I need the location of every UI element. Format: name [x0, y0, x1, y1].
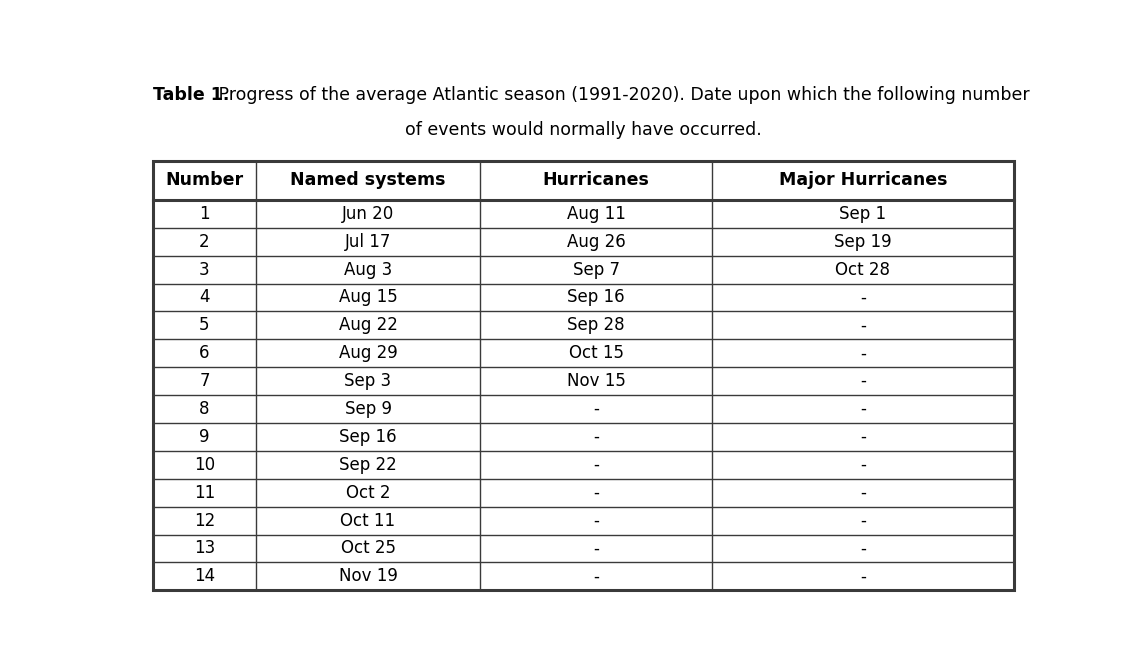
Text: Named systems: Named systems: [290, 171, 446, 190]
Text: Aug 15: Aug 15: [339, 288, 397, 306]
Text: -: -: [860, 288, 866, 306]
Text: 9: 9: [199, 428, 209, 446]
Text: -: -: [593, 400, 599, 418]
Text: -: -: [860, 400, 866, 418]
Text: Aug 11: Aug 11: [567, 205, 626, 223]
Text: Oct 28: Oct 28: [835, 261, 890, 279]
Text: of events would normally have occurred.: of events would normally have occurred.: [405, 121, 761, 139]
Text: -: -: [860, 540, 866, 558]
Text: -: -: [860, 372, 866, 390]
Text: 12: 12: [193, 511, 215, 530]
Text: -: -: [860, 511, 866, 530]
Text: 5: 5: [199, 317, 209, 335]
Text: -: -: [860, 484, 866, 502]
Text: Sep 16: Sep 16: [568, 288, 625, 306]
Text: 13: 13: [193, 540, 215, 558]
Text: 8: 8: [199, 400, 209, 418]
Text: Sep 22: Sep 22: [339, 456, 397, 474]
Text: Table 1.: Table 1.: [152, 86, 229, 103]
Text: 11: 11: [193, 484, 215, 502]
Text: -: -: [860, 344, 866, 362]
Text: Sep 7: Sep 7: [572, 261, 619, 279]
Text: Sep 9: Sep 9: [345, 400, 391, 418]
Text: Sep 1: Sep 1: [840, 205, 887, 223]
Bar: [152, 161, 1014, 590]
Text: Sep 3: Sep 3: [345, 372, 391, 390]
Text: 2: 2: [199, 233, 209, 251]
Text: 6: 6: [199, 344, 209, 362]
Text: Number: Number: [165, 171, 244, 190]
Text: Sep 19: Sep 19: [834, 233, 892, 251]
Text: 1: 1: [199, 205, 209, 223]
Text: Sep 28: Sep 28: [568, 317, 625, 335]
Text: 7: 7: [199, 372, 209, 390]
Text: -: -: [860, 428, 866, 446]
Text: Oct 2: Oct 2: [346, 484, 390, 502]
Text: 3: 3: [199, 261, 209, 279]
Text: Jul 17: Jul 17: [345, 233, 391, 251]
Text: Nov 15: Nov 15: [567, 372, 626, 390]
Text: Nov 19: Nov 19: [339, 567, 397, 585]
Text: Oct 25: Oct 25: [340, 540, 396, 558]
Text: 14: 14: [193, 567, 215, 585]
Text: -: -: [593, 567, 599, 585]
Text: Oct 15: Oct 15: [569, 344, 624, 362]
Text: -: -: [593, 484, 599, 502]
Text: Jun 20: Jun 20: [341, 205, 394, 223]
Text: -: -: [593, 540, 599, 558]
Text: Progress of the average Atlantic season (1991-2020). Date upon which the followi: Progress of the average Atlantic season …: [213, 86, 1030, 103]
Text: Hurricanes: Hurricanes: [543, 171, 650, 190]
Text: -: -: [860, 456, 866, 474]
Text: -: -: [860, 567, 866, 585]
Text: Aug 29: Aug 29: [339, 344, 397, 362]
Text: Aug 22: Aug 22: [339, 317, 397, 335]
Text: -: -: [593, 456, 599, 474]
Text: Major Hurricanes: Major Hurricanes: [778, 171, 947, 190]
Text: Oct 11: Oct 11: [340, 511, 396, 530]
Text: -: -: [593, 428, 599, 446]
Text: 10: 10: [193, 456, 215, 474]
Text: -: -: [860, 317, 866, 335]
Text: Aug 3: Aug 3: [344, 261, 393, 279]
Text: -: -: [593, 511, 599, 530]
Text: Aug 26: Aug 26: [567, 233, 626, 251]
Text: 4: 4: [199, 288, 209, 306]
Text: Sep 16: Sep 16: [339, 428, 397, 446]
